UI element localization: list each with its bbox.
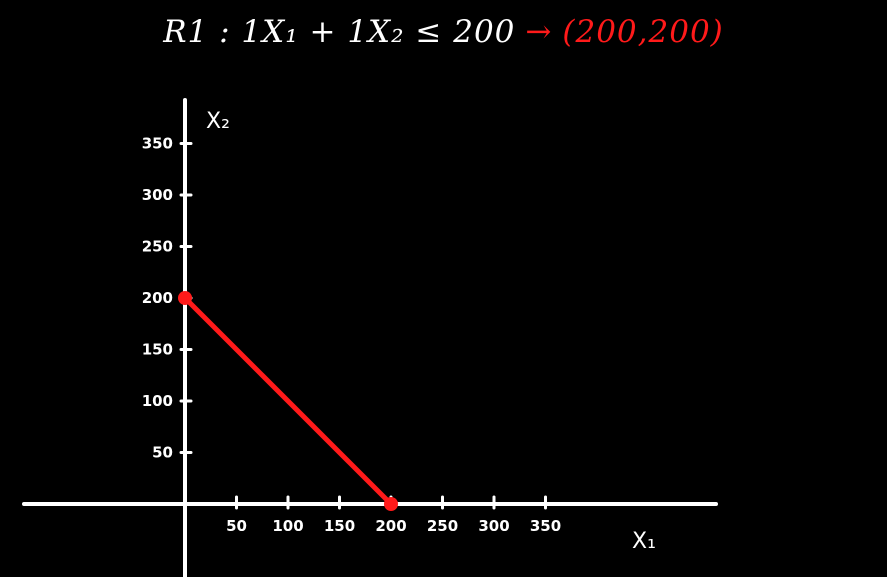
intercept-point bbox=[384, 497, 398, 511]
constraint-header: R1 : 1X₁ + 1X₂ ≤ 200 → (200,200) bbox=[0, 4, 887, 60]
y-tick-label: 300 bbox=[142, 186, 173, 204]
constraint-equation: R1 : 1X₁ + 1X₂ ≤ 200 bbox=[163, 14, 516, 50]
x-tick-label: 150 bbox=[324, 517, 355, 535]
x-tick-label: 200 bbox=[375, 517, 406, 535]
x-tick-label: 300 bbox=[478, 517, 509, 535]
y-tick-label: 350 bbox=[142, 135, 173, 153]
x-axis-title: X₁ bbox=[632, 529, 656, 554]
x-tick-label: 100 bbox=[272, 517, 303, 535]
y-axis-title: X₂ bbox=[206, 109, 230, 134]
series-layer bbox=[178, 291, 398, 511]
y-tick-label: 50 bbox=[152, 444, 173, 462]
x-tick-label: 50 bbox=[226, 517, 247, 535]
y-tick-label: 250 bbox=[142, 238, 173, 256]
intercept-point bbox=[178, 291, 192, 305]
y-tick-label: 150 bbox=[142, 341, 173, 359]
arrow-icon: → bbox=[525, 14, 553, 50]
intercept-point-label: (200,200) bbox=[562, 14, 724, 50]
constraint-line bbox=[182, 295, 394, 507]
y-tick-label: 200 bbox=[142, 289, 173, 307]
y-tick-label: 100 bbox=[142, 392, 173, 410]
x-tick-label: 350 bbox=[530, 517, 561, 535]
x-axis-ticks: 50 100 150 200 250 300 350 bbox=[226, 495, 561, 535]
x-tick-label: 250 bbox=[427, 517, 458, 535]
